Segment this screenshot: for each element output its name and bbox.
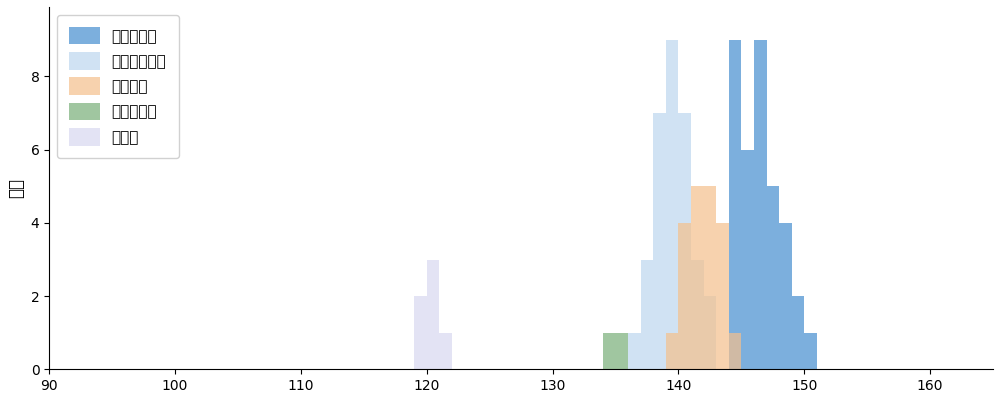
- Bar: [716, 223, 729, 369]
- Bar: [691, 260, 704, 369]
- Bar: [729, 40, 741, 369]
- Bar: [414, 296, 427, 369]
- Legend: ストレート, カットボール, シンカー, スライダー, カーブ: ストレート, カットボール, シンカー, スライダー, カーブ: [57, 14, 179, 158]
- Bar: [678, 113, 691, 369]
- Bar: [792, 296, 804, 369]
- Bar: [779, 223, 792, 369]
- Bar: [754, 40, 767, 369]
- Bar: [729, 333, 741, 369]
- Bar: [603, 333, 615, 369]
- Bar: [804, 333, 817, 369]
- Bar: [666, 333, 678, 369]
- Bar: [641, 260, 653, 369]
- Bar: [653, 113, 666, 369]
- Bar: [767, 186, 779, 369]
- Y-axis label: 球数: 球数: [7, 178, 25, 198]
- Bar: [615, 333, 628, 369]
- Bar: [704, 296, 716, 369]
- Bar: [678, 223, 691, 369]
- Bar: [741, 150, 754, 369]
- Bar: [628, 333, 641, 369]
- Bar: [427, 260, 439, 369]
- Bar: [704, 186, 716, 369]
- Bar: [439, 333, 452, 369]
- Bar: [666, 40, 678, 369]
- Bar: [691, 186, 704, 369]
